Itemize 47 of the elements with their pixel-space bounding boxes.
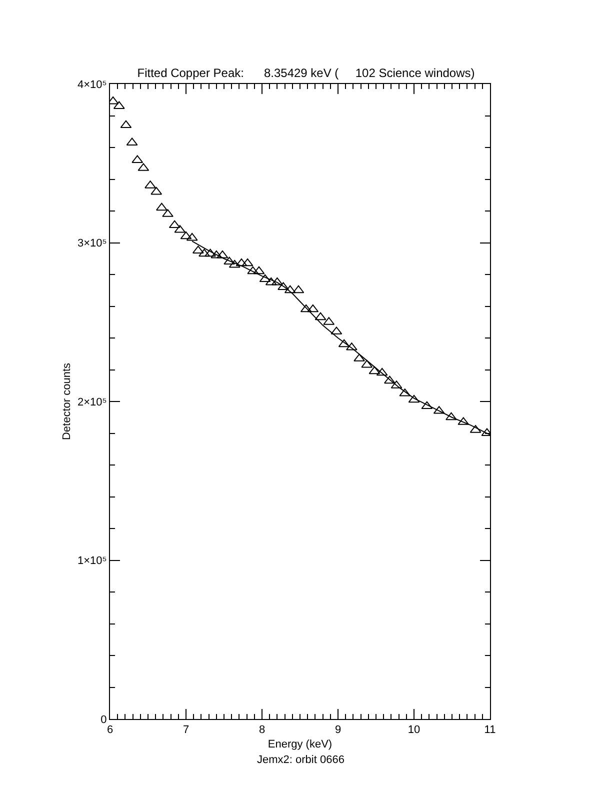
point [307, 304, 319, 312]
point [368, 366, 380, 374]
point [120, 120, 132, 128]
x-axis-title: Energy (keV) [268, 738, 332, 750]
point [259, 274, 271, 282]
point [228, 260, 240, 268]
point [338, 339, 350, 348]
point [210, 250, 222, 258]
y-tick-label: 2×10⁵ [77, 396, 107, 408]
point [204, 248, 216, 257]
y-tick-label: 1×10⁵ [77, 555, 107, 568]
point [247, 266, 259, 274]
point [198, 248, 210, 257]
y-tick-label: 4×10⁵ [77, 78, 107, 91]
point [361, 360, 373, 368]
point [292, 285, 304, 294]
point [446, 412, 457, 420]
point [253, 266, 265, 274]
point [265, 277, 277, 286]
point [236, 258, 248, 266]
point [150, 186, 162, 195]
point [242, 258, 254, 266]
point [408, 394, 420, 403]
y-tick-label: 3×10⁵ [77, 238, 107, 250]
point [376, 368, 388, 376]
x-tick-label: 8 [258, 724, 266, 736]
text: Jemx2: orbit 0666 [257, 754, 344, 766]
point [180, 231, 192, 240]
chart-title: Fitted Copper Peak: 8.35429 keV ( 102 Science windows) [137, 66, 475, 80]
point [224, 256, 236, 265]
point [186, 232, 198, 241]
point [384, 376, 396, 384]
x-tick-label: 6 [106, 724, 114, 736]
x-tick-label: 9 [334, 724, 342, 736]
point [272, 277, 283, 286]
point [216, 250, 228, 258]
y-tick-label: 0 [100, 714, 107, 726]
point [421, 401, 433, 410]
x-tick-label: 10 [408, 724, 420, 736]
point [314, 312, 326, 320]
point [156, 202, 168, 211]
x-tick-label: 11 [484, 724, 496, 736]
y-axis-title: Detector counts [61, 362, 74, 440]
point [168, 220, 180, 228]
point [300, 304, 312, 312]
point [284, 285, 296, 294]
x-tick-label: 7 [182, 724, 190, 736]
